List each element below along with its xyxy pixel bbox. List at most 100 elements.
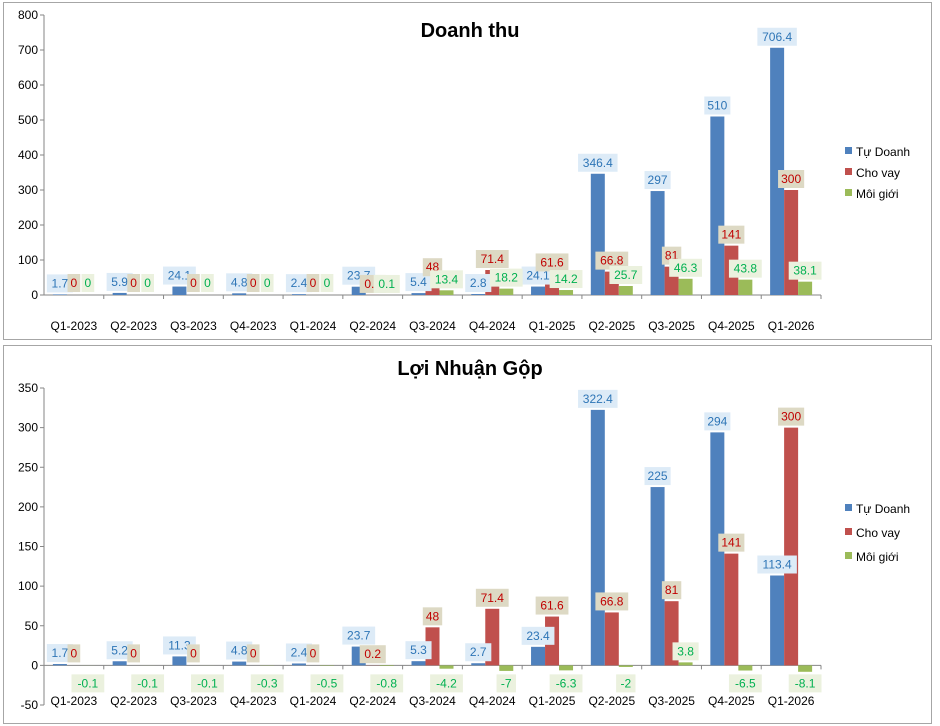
bar-moi-gioi [499, 665, 514, 671]
data-label-bg [81, 274, 95, 292]
bar-tu-doanh [411, 661, 426, 666]
data-label-bg [718, 225, 745, 244]
data-label-text: 0 [130, 646, 137, 660]
x-tick-label: Q4-2023 [230, 319, 277, 333]
x-tick-label: Q4-2025 [708, 319, 755, 333]
data-label-bg [106, 641, 133, 660]
bar-cho-vay [784, 427, 799, 666]
data-label-bg [595, 251, 629, 270]
bar-moi-gioi [618, 286, 633, 295]
data-label-moi-gioi: 0.1 [373, 274, 400, 293]
data-label-bg [226, 641, 253, 660]
bar-tu-doanh [650, 487, 665, 666]
data-label-cho-vay: 0.2 [359, 645, 386, 664]
y-tick-label: 150 [18, 540, 38, 554]
data-label-text: 0 [324, 276, 331, 290]
data-label-text: 0.1 [378, 277, 395, 291]
data-label-tu-doanh: 4.8 [226, 641, 253, 660]
legend-item-tu-doanh: Tự Doanh [845, 502, 910, 516]
data-label-text: 225 [648, 469, 668, 483]
data-label-bg [757, 555, 797, 574]
x-tick-label: Q1-2025 [529, 319, 576, 333]
bar-tu-doanh [291, 663, 306, 666]
data-label-text: 706.4 [762, 30, 792, 44]
data-label-cho-vay: 48 [422, 607, 443, 626]
data-label-text: 0 [71, 646, 78, 660]
bar-tu-doanh [710, 432, 725, 666]
data-label-text: 0 [264, 276, 271, 290]
data-label-bg [718, 533, 745, 552]
data-label-bg [106, 272, 133, 291]
data-label-cho-vay: 71.4 [475, 250, 509, 269]
bar-moi-gioi [678, 662, 693, 666]
bar-tu-doanh [710, 116, 725, 295]
data-label-moi-gioi: 46.3 [669, 258, 702, 277]
y-tick-label: 400 [18, 148, 38, 162]
legend-item-moi-gioi: Môi giới [845, 187, 899, 201]
data-label-text: 66.8 [600, 254, 624, 268]
data-label-moi-gioi: 0 [81, 274, 95, 292]
data-label-text: 13.4 [435, 272, 459, 286]
data-label-text: -0.1 [137, 676, 158, 690]
legend-label: Môi giới [856, 550, 899, 564]
data-label-bg [285, 274, 313, 293]
data-label-bg [430, 674, 463, 693]
x-tick-label: Q1-2024 [290, 694, 337, 708]
data-label-text: 0.2 [364, 647, 381, 661]
data-label-text: 297 [648, 173, 668, 187]
y-tick-label: 350 [18, 381, 38, 395]
data-label-text: 294 [707, 414, 727, 428]
data-label-tu-doanh: 1.7 [46, 644, 73, 663]
y-tick-label: 200 [18, 218, 38, 232]
revenue-chart: Doanh thu 0 100 200 300 400 500 600 700 800 Q1-20… [18, 8, 910, 333]
bar-cho-vay [724, 553, 739, 666]
legend-item-cho-vay: Cho vay [845, 526, 900, 540]
bar-tu-doanh [232, 293, 247, 295]
data-label-bg [373, 274, 400, 293]
data-label-bg [201, 274, 214, 292]
bar-moi-gioi [379, 665, 394, 667]
data-label-text: 113.4 [763, 558, 792, 572]
legend-label: Tự Doanh [856, 502, 910, 516]
data-label-text: 38.1 [793, 264, 817, 278]
data-label-tu-doanh: 2.4 [285, 643, 313, 662]
bar-tu-doanh [172, 286, 187, 295]
legend-label: Cho vay [856, 526, 900, 540]
chart-title: Lợi Nhuận Gộp [397, 358, 542, 380]
data-label-bg [405, 273, 432, 292]
data-label-text: 3.8 [677, 644, 694, 658]
y-tick-label: 300 [18, 421, 38, 435]
data-label-bg [465, 643, 492, 662]
data-label-text: 0 [85, 276, 92, 290]
x-tick-label: Q4-2024 [469, 319, 516, 333]
x-tick-label: Q4-2025 [708, 694, 755, 708]
y-tick-label: 700 [18, 43, 38, 57]
data-label-text: 0 [204, 276, 211, 290]
data-label-moi-gioi: 0 [141, 274, 155, 292]
data-label-text: 25.7 [614, 268, 638, 282]
y-tick-label: -50 [21, 698, 39, 712]
data-label-text: 11.3 [168, 638, 191, 652]
data-label-moi-gioi: -6.3 [549, 674, 583, 693]
data-label-cho-vay: 81 [661, 581, 682, 600]
data-label-moi-gioi: 38.1 [788, 261, 822, 280]
bar-tu-doanh [291, 294, 306, 295]
data-label-text: 61.6 [540, 599, 564, 613]
gross-profit-chart: Lợi Nhuận Gộp -50 0 50 100 150 200 250 300 350 Q1… [18, 358, 910, 712]
data-label-moi-gioi: -0.1 [191, 674, 224, 693]
data-label-moi-gioi: 25.7 [609, 266, 643, 285]
bar-moi-gioi [798, 281, 813, 295]
data-label-tu-doanh: 706.4 [757, 27, 797, 46]
data-label-bg [187, 644, 200, 663]
gross-profit-chart-panel: Lợi Nhuận Gộp -50 0 50 100 150 200 250 300 350 Q1… [3, 345, 932, 724]
bar-tu-doanh [590, 173, 605, 295]
bar-tu-doanh [52, 664, 67, 666]
x-tick-label: Q3-2024 [409, 694, 456, 708]
data-label-bg [131, 674, 165, 693]
data-label-bg [644, 171, 671, 190]
data-label-text: 0 [250, 276, 257, 290]
data-label-text: 23.7 [347, 629, 371, 643]
data-label-bg [788, 261, 822, 280]
data-label-bg [728, 259, 762, 278]
data-label-tu-doanh: 5.2 [106, 641, 133, 660]
